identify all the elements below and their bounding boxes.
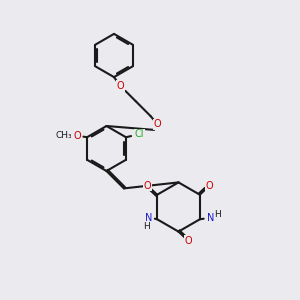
Text: O: O — [74, 131, 81, 141]
Text: O: O — [206, 181, 213, 191]
Text: O: O — [153, 119, 161, 130]
Text: O: O — [117, 81, 124, 91]
Text: H: H — [214, 210, 221, 219]
Text: N: N — [207, 213, 214, 223]
Text: H: H — [143, 222, 150, 231]
Text: Cl: Cl — [135, 129, 144, 139]
Text: O: O — [144, 181, 152, 191]
Text: CH₃: CH₃ — [56, 131, 72, 140]
Text: O: O — [184, 236, 192, 246]
Text: N: N — [145, 213, 152, 223]
